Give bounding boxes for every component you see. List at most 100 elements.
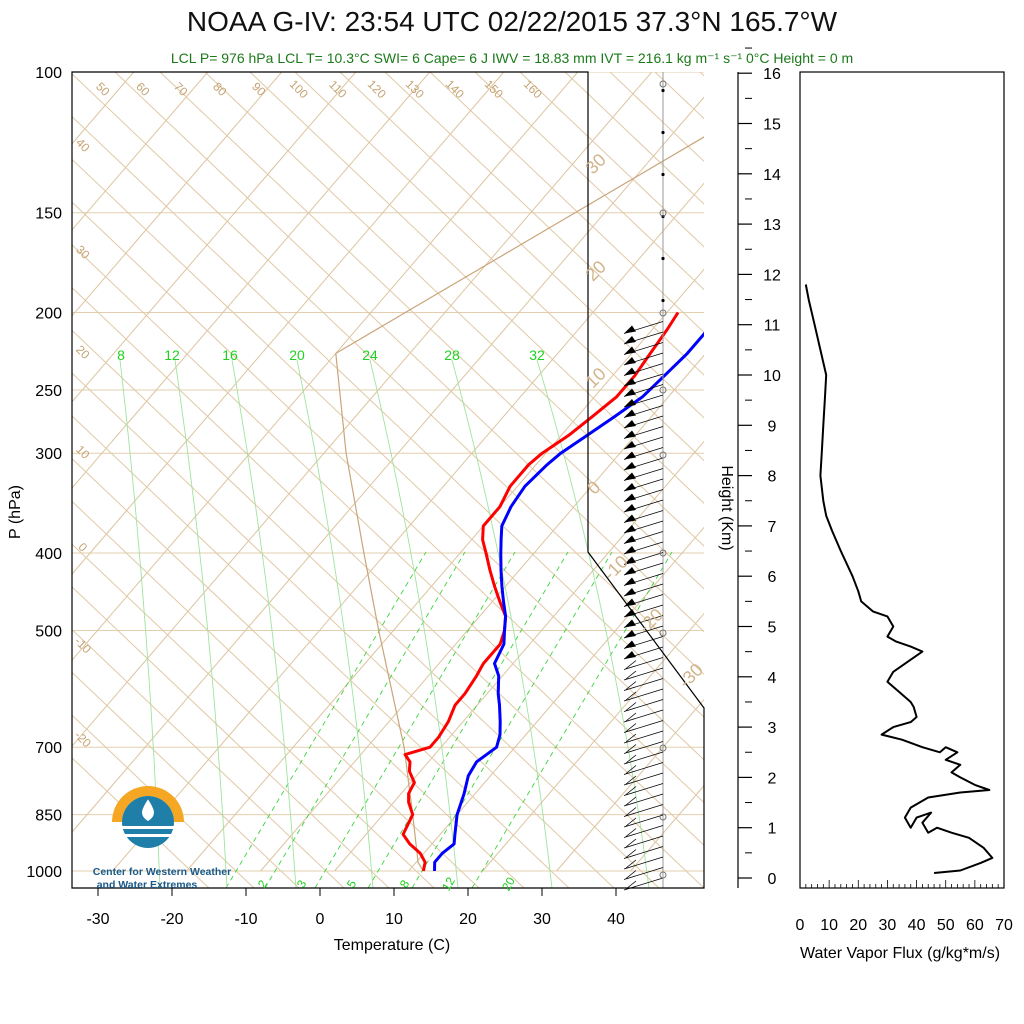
height-tick-label: 14 — [763, 167, 781, 184]
height-axis-label: Height (Km) — [718, 465, 735, 550]
wvf-x-tick-label: 40 — [908, 917, 926, 934]
wind-barb-feather — [625, 712, 637, 722]
y-tick-label: 500 — [35, 623, 62, 640]
water-drop-icon — [140, 796, 156, 823]
wind-barb-feather — [625, 733, 637, 743]
mixing-ratio-line — [471, 551, 673, 888]
wind-barb-feather — [625, 807, 637, 816]
dry-adiabat-line — [72, 244, 704, 846]
wind-barb — [623, 667, 664, 681]
wvf-x-tick-label: 50 — [937, 917, 955, 934]
mixing-ratio-line — [411, 551, 613, 888]
y-tick-label: 200 — [35, 306, 62, 323]
wind-barb-pennant — [624, 493, 636, 502]
calm-dot — [661, 172, 665, 177]
parcel-trace — [335, 136, 704, 872]
y-tick-label: 300 — [35, 446, 62, 463]
page-title: NOAA G-IV: 23:54 UTC 02/22/2015 37.3°N 1… — [186, 6, 838, 37]
sounding-traces — [401, 311, 704, 872]
dry-adiabat-line — [72, 329, 660, 888]
moist-adiabat-line — [369, 359, 459, 888]
wvf-x-tick-label: 0 — [796, 917, 805, 934]
calm-circle — [659, 629, 667, 637]
dry-adiabat-line — [72, 628, 345, 888]
wind-barb-pennant — [624, 577, 636, 586]
x-tick-label: -20 — [160, 911, 183, 928]
isotherm-line — [260, 354, 704, 872]
wind-barb-pennant — [624, 430, 636, 439]
wind-barb — [623, 720, 664, 733]
wvf-x-tick-label: 10 — [820, 917, 838, 934]
height-tick-label: 12 — [763, 267, 781, 284]
wind-barb-pennant — [624, 388, 636, 397]
x-axis-label: Temperature (C) — [334, 937, 450, 954]
y-tick-label: 150 — [35, 206, 62, 223]
height-tick-label: 13 — [763, 217, 781, 234]
isotherm-line — [556, 698, 704, 872]
wind-barb — [623, 730, 664, 744]
mixing-ratio-label: 20 — [499, 874, 518, 893]
wind-barbs — [623, 72, 667, 891]
isotherm-line — [482, 612, 704, 872]
isotherm-line — [72, 72, 505, 575]
wind-barb-feather — [625, 796, 637, 806]
isotherm-line — [72, 72, 209, 231]
wind-barb-feather — [625, 723, 637, 732]
wind-barb — [623, 835, 664, 849]
wind-barb-feather — [625, 859, 637, 869]
moist-adiabat-line — [536, 359, 650, 888]
wind-barb-feather — [625, 849, 637, 858]
wind-barb-pennant — [624, 483, 636, 491]
wind-barb-feather — [625, 870, 637, 879]
wind-barb-feather — [625, 817, 637, 827]
isotherm-line — [72, 72, 357, 403]
height-tick-label: 4 — [768, 670, 777, 687]
mixing-ratio-label: 24 — [362, 347, 378, 363]
dry-adiabat-line — [72, 714, 255, 888]
wind-barb-pennant — [624, 619, 636, 628]
wind-barb-pennant — [624, 462, 636, 470]
moist-adiabat-line — [296, 359, 374, 888]
height-tick-label: 5 — [768, 620, 777, 637]
x-tick-label: -10 — [234, 911, 257, 928]
wind-barb — [623, 804, 664, 817]
wind-barb-pennant — [624, 640, 636, 649]
height-tick-label: 8 — [768, 469, 777, 486]
water-vapor-flux-trace — [804, 284, 994, 874]
wvf-x-axis-label: Water Vapor Flux (g/kg*m/s) — [800, 945, 1000, 962]
wind-barb-pennant — [624, 420, 636, 428]
wind-barb-feather — [625, 702, 637, 711]
isotherm-line — [72, 72, 653, 747]
isotherm-line — [112, 182, 704, 872]
wind-barb-feather — [625, 786, 637, 795]
mixing-ratio-label: 12 — [164, 347, 180, 363]
wvf-x-tick-label: 30 — [879, 917, 897, 934]
height-tick-label: 6 — [768, 569, 777, 586]
wind-barb-pennant — [624, 346, 636, 355]
mixing-ratio-label: 8 — [117, 347, 125, 363]
isotherm-line — [186, 268, 704, 872]
height-tick-label: 9 — [768, 418, 777, 435]
height-tick-label: 7 — [768, 519, 777, 536]
plot-frame — [71, 71, 705, 889]
wind-barb — [623, 814, 664, 828]
wind-barb — [623, 856, 664, 870]
isotherm-line — [334, 440, 704, 872]
wind-barb-pennant — [624, 630, 636, 638]
mixing-ratio-line — [225, 551, 427, 888]
wind-barb-pennant — [624, 399, 636, 407]
dry-adiabat-line — [72, 671, 300, 888]
calm-circle — [659, 80, 667, 88]
wind-barb — [623, 751, 664, 765]
y-axis-label: P (hPa) — [7, 485, 24, 539]
wind-barb — [623, 688, 664, 702]
calm-circle — [659, 744, 667, 752]
wind-barb — [623, 825, 664, 838]
height-tick-label: 10 — [763, 368, 781, 385]
wvf-frame — [799, 71, 1005, 889]
wind-barb-pennant — [624, 609, 636, 617]
logo-wave-2 — [120, 834, 176, 837]
dry-adiabat-line — [72, 586, 390, 888]
wvf-x-tick-label: 70 — [995, 917, 1013, 934]
